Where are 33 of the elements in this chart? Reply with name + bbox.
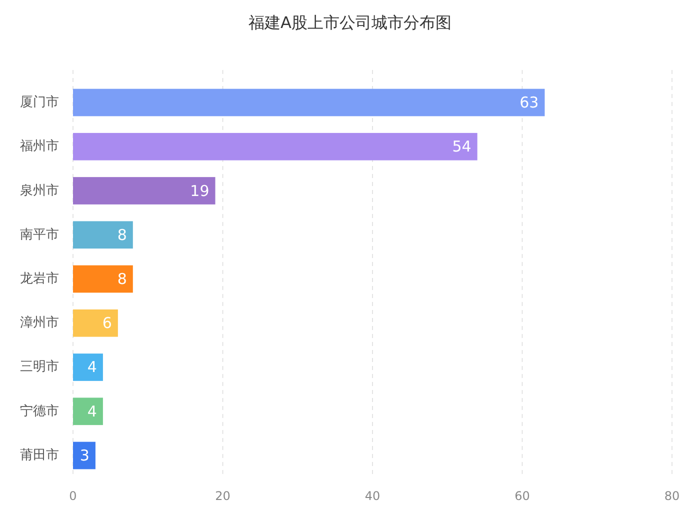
data-label: 6: [102, 314, 112, 332]
data-label: 54: [452, 138, 472, 156]
y-tick-label: 三明市: [20, 360, 59, 375]
data-label: 8: [117, 226, 127, 244]
chart-title: 福建A股上市公司城市分布图: [248, 13, 452, 32]
bar: [73, 177, 216, 204]
bar: [73, 221, 133, 249]
bar: [73, 398, 103, 426]
y-tick-label: 宁德市: [20, 402, 59, 419]
data-label: 3: [80, 446, 90, 464]
data-label: 63: [520, 94, 539, 112]
y-tick-label: 南平市: [20, 227, 59, 242]
bar: [73, 442, 96, 470]
x-tick-label: 40: [364, 489, 380, 503]
x-tick-label: 60: [514, 489, 530, 503]
bar: [73, 88, 545, 116]
y-tick-label: 莆田市: [20, 448, 59, 463]
x-tick-label: 0: [69, 489, 77, 503]
data-label: 19: [190, 182, 210, 200]
x-tick-label: 20: [215, 489, 230, 503]
y-tick-label: 漳州市: [20, 316, 59, 331]
y-tick-label: 福州市: [20, 139, 59, 154]
data-label: 4: [87, 358, 97, 376]
y-tick-label: 龙岩市: [20, 272, 59, 286]
y-tick-label: 泉州市: [20, 183, 59, 198]
bar: [73, 354, 103, 381]
x-tick-label: 80: [664, 489, 680, 503]
data-label: 4: [87, 402, 97, 420]
data-label: 8: [117, 270, 127, 288]
bar: [73, 132, 478, 160]
bar: [73, 265, 133, 293]
y-tick-label: 厦门市: [20, 94, 59, 110]
bar: [73, 309, 118, 337]
